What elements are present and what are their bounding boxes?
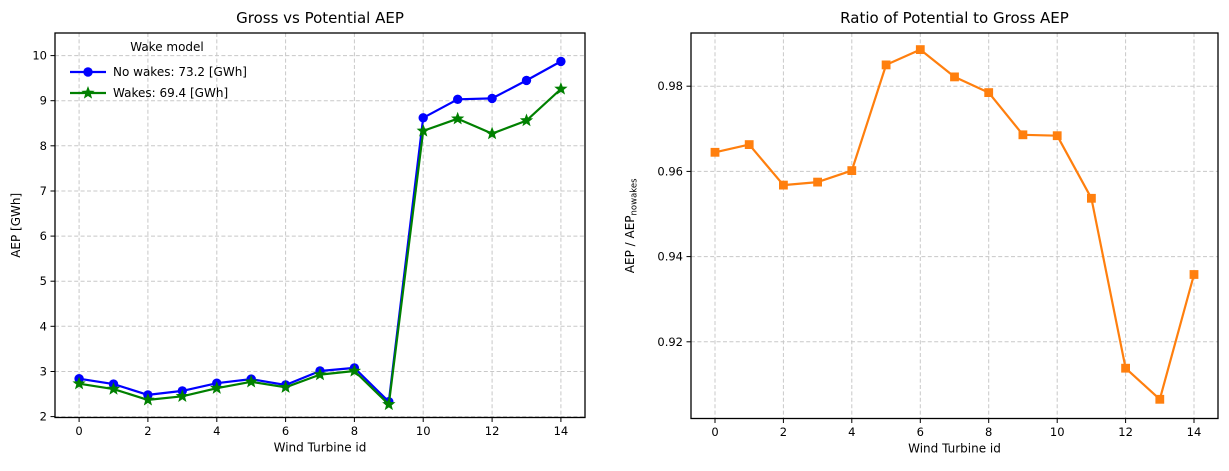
square-marker <box>779 180 788 190</box>
y-tick-label: 9 <box>40 94 47 108</box>
star-marker <box>554 81 568 95</box>
chart-title: Gross vs Potential AEP <box>236 9 404 27</box>
square-marker <box>950 72 959 82</box>
square-marker <box>813 177 822 187</box>
x-tick-label: 10 <box>1050 425 1065 439</box>
square-marker <box>1018 130 1028 140</box>
star-marker <box>81 86 95 99</box>
x-tick-label: 6 <box>917 425 924 439</box>
x-tick-label: 2 <box>144 424 151 438</box>
tick-labels: 0 2 4 6 8 10 12 14 2 3 4 5 6 7 8 9 10 <box>32 49 568 438</box>
y-tick-label: 3 <box>40 365 47 379</box>
left-chart: 0 2 4 6 8 10 12 14 2 3 4 5 6 7 8 9 10 Gross vs Potential … <box>9 9 586 455</box>
y-tick-label: 10 <box>32 49 47 63</box>
square-marker <box>1121 363 1130 373</box>
circle-marker <box>521 75 532 86</box>
y-tick-label: 5 <box>40 274 47 288</box>
legend-title: Wake model <box>130 40 204 54</box>
grid-lines <box>55 33 585 418</box>
y-tick-label: 0.92 <box>657 335 683 349</box>
square-marker <box>847 166 857 175</box>
legend-entry-label: Wakes: 69.4 [GWh] <box>113 86 228 100</box>
x-tick-label: 12 <box>1118 425 1133 439</box>
x-axis-label: Wind Turbine id <box>908 442 1001 456</box>
legend-sample-marker <box>83 67 93 77</box>
series-line-aep-ratio <box>713 48 1196 401</box>
square-marker <box>881 60 891 70</box>
x-tick-label: 6 <box>282 424 289 438</box>
square-marker <box>710 147 720 157</box>
y-tick-label: 6 <box>40 229 47 243</box>
x-tick-label: 8 <box>351 424 358 438</box>
y-tick-label: 0.96 <box>657 164 683 178</box>
y-tick-label: 0.98 <box>657 79 683 93</box>
axes-frame <box>54 32 586 419</box>
star-marker <box>175 389 189 402</box>
star-marker <box>72 376 86 390</box>
y-axis-label: AEP [GWh] <box>9 193 23 258</box>
right-chart: 0 2 4 6 8 10 12 14 0.92 0.94 0.96 0.98 Ratio of Pote… <box>623 9 1219 456</box>
star-marker <box>519 113 534 127</box>
legend-entry-label: No wakes: 73.2 [GWh] <box>113 65 247 79</box>
square-marker <box>915 45 925 54</box>
star-marker <box>382 397 396 411</box>
grid-lines <box>691 33 1218 419</box>
y-tick-label: 4 <box>40 319 47 333</box>
x-tick-label: 14 <box>1187 425 1202 439</box>
star-marker <box>313 367 327 381</box>
circle-marker <box>487 93 497 104</box>
x-tick-label: 12 <box>485 424 500 438</box>
circle-marker <box>453 94 463 105</box>
square-marker <box>1155 394 1165 404</box>
square-marker <box>1189 270 1199 279</box>
x-tick-label: 8 <box>985 425 992 439</box>
star-marker <box>451 111 465 125</box>
star-marker <box>485 126 499 140</box>
series-markers-aep-ratio <box>710 45 1199 404</box>
y-tick-label: 8 <box>40 139 47 153</box>
square-marker <box>744 140 754 149</box>
circle-marker <box>556 56 566 67</box>
axes-frame <box>690 32 1219 420</box>
square-marker <box>1052 131 1062 141</box>
star-marker <box>106 382 121 395</box>
tick-labels: 0 2 4 6 8 10 12 14 0.92 0.94 0.96 0.98 <box>657 79 1201 439</box>
series-line-no-wakes <box>77 60 563 403</box>
legend: Wake model No wakes: 73.2 [GWh] Wakes: 69.… <box>70 40 247 100</box>
x-tick-label: 0 <box>75 424 82 438</box>
circle-marker <box>418 113 428 123</box>
x-tick-label: 10 <box>416 424 431 438</box>
legend-sample-marker <box>81 86 95 99</box>
tick-marks <box>50 55 562 422</box>
square-marker <box>984 88 994 97</box>
star-marker <box>347 364 362 377</box>
star-marker <box>244 374 258 388</box>
x-tick-label: 4 <box>848 425 855 439</box>
circle-marker <box>83 67 93 77</box>
x-tick-label: 0 <box>711 425 718 439</box>
series-markers-wakes <box>72 81 568 411</box>
star-marker <box>278 380 293 393</box>
square-marker <box>1087 193 1096 203</box>
x-axis-label: Wind Turbine id <box>274 441 367 455</box>
y-tick-label: 0.94 <box>657 250 683 264</box>
x-tick-label: 4 <box>213 424 220 438</box>
y-tick-label: 2 <box>40 410 47 424</box>
series-line-wakes <box>77 87 563 406</box>
tick-marks <box>686 85 1195 423</box>
star-marker <box>416 123 430 137</box>
x-tick-label: 14 <box>554 424 569 438</box>
chart-title: Ratio of Potential to Gross AEP <box>840 9 1069 27</box>
y-axis-label: AEP / AEPnowakes <box>623 178 640 273</box>
x-tick-label: 2 <box>780 425 787 439</box>
y-tick-label: 7 <box>40 184 47 198</box>
star-marker <box>210 381 224 394</box>
star-marker <box>141 392 155 406</box>
